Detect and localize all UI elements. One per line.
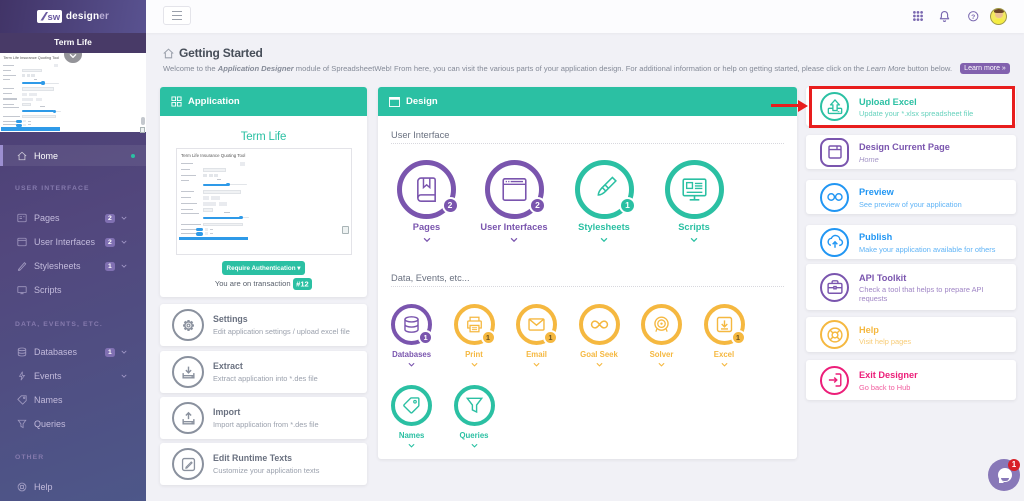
svg-text:?: ? bbox=[971, 14, 975, 21]
svg-text:sw: sw bbox=[47, 12, 60, 22]
